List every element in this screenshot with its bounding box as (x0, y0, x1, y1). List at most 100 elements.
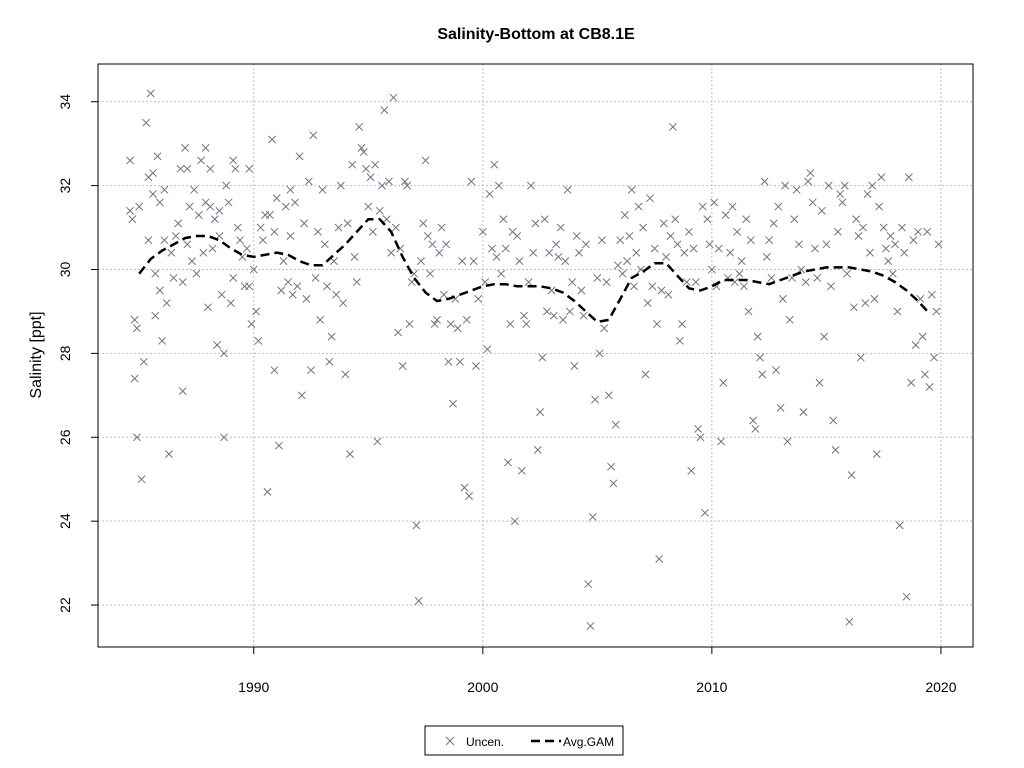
data-point (284, 278, 293, 287)
data-point (162, 299, 171, 308)
data-point (827, 282, 835, 291)
data-point (316, 315, 325, 324)
data-point (391, 223, 400, 232)
data-point (554, 252, 563, 261)
data-point (845, 617, 854, 626)
data-point (861, 299, 870, 308)
data-point (132, 433, 141, 442)
data-point (465, 492, 474, 500)
data-point (804, 177, 813, 186)
data-point (231, 164, 240, 173)
data-point (488, 244, 496, 253)
data-point (737, 257, 746, 266)
data-point (689, 244, 698, 253)
data-point (685, 227, 693, 236)
data-point (872, 450, 881, 459)
data-point (717, 437, 725, 446)
data-point (300, 219, 309, 228)
data-point (687, 466, 696, 475)
data-point (765, 236, 774, 245)
data-point (666, 232, 675, 240)
data-point (130, 315, 139, 324)
data-point (183, 164, 192, 173)
data-point (838, 198, 847, 207)
data-point (181, 143, 189, 152)
data-point (559, 315, 567, 324)
data-point (882, 244, 890, 253)
data-point (494, 181, 503, 190)
data-point (611, 420, 620, 429)
data-point (256, 223, 265, 232)
data-point (153, 152, 162, 161)
data-point (600, 324, 609, 333)
data-point (774, 202, 783, 211)
data-point (389, 93, 398, 102)
data-point (490, 160, 499, 169)
data-point (320, 240, 329, 249)
data-point (520, 311, 529, 320)
data-point (762, 252, 771, 261)
data-point (799, 408, 808, 417)
data-point (909, 236, 918, 245)
data-point (139, 357, 148, 366)
data-point (336, 181, 345, 190)
data-point (639, 223, 648, 232)
data-point (245, 164, 254, 173)
data-point (155, 286, 164, 295)
grid-lines (98, 64, 973, 647)
scatter-points (126, 89, 943, 630)
data-point (568, 278, 577, 287)
data-point (668, 122, 677, 131)
data-point (673, 240, 682, 249)
data-point (810, 244, 819, 253)
data-point (620, 211, 629, 219)
data-point (877, 173, 886, 182)
data-point (126, 206, 135, 215)
x-tick-label-2010: 2010 (696, 679, 727, 695)
data-point (584, 580, 593, 589)
data-point (923, 227, 932, 236)
data-point (808, 198, 817, 207)
data-point (703, 215, 712, 224)
data-point (597, 236, 606, 245)
data-point (902, 592, 911, 601)
data-point (801, 278, 810, 287)
data-point (254, 336, 263, 345)
data-point (696, 433, 705, 442)
data-point (352, 278, 361, 287)
data-point (155, 198, 164, 207)
data-point (815, 378, 824, 387)
data-point (609, 479, 618, 488)
data-point (820, 332, 829, 341)
data-point (453, 324, 462, 333)
data-point (769, 219, 778, 228)
data-point (357, 143, 366, 152)
data-point (160, 236, 169, 245)
data-point (586, 622, 595, 630)
data-point (364, 202, 373, 211)
data-point (648, 282, 657, 291)
data-point (421, 156, 430, 165)
data-point (792, 185, 801, 194)
data-point (318, 185, 327, 194)
data-point (311, 273, 320, 282)
legend: Uncen. Avg.GAM (424, 725, 624, 756)
data-point (888, 269, 897, 278)
data-point (430, 320, 439, 328)
data-point (728, 202, 737, 211)
data-point (843, 269, 851, 278)
data-point (343, 219, 352, 228)
data-point (565, 307, 574, 316)
data-point (208, 244, 217, 253)
data-point (591, 395, 600, 404)
data-point (325, 357, 334, 366)
data-point (471, 362, 480, 370)
data-point (852, 215, 861, 224)
data-point (900, 248, 909, 257)
data-point (662, 252, 671, 261)
data-point (879, 223, 888, 232)
data-point (602, 278, 611, 287)
data-point (346, 450, 354, 459)
data-point (213, 341, 222, 349)
x-tick-label-1990: 1990 (238, 679, 269, 695)
